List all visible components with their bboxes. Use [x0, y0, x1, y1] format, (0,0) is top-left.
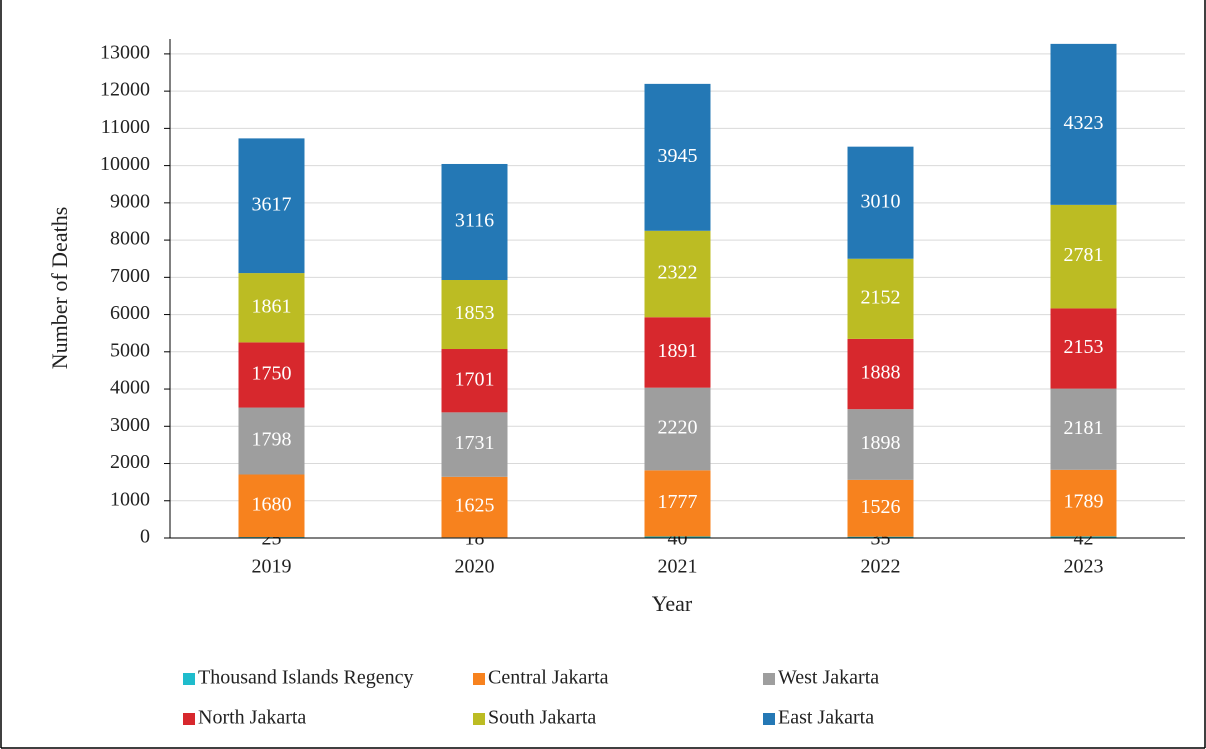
bar-segment — [1050, 204, 1117, 309]
y-tick-label: 12000 — [100, 79, 150, 101]
bar-segment — [847, 409, 914, 480]
data-label: 1853 — [455, 302, 495, 324]
bar-segment — [238, 342, 305, 408]
legend-label: Central Jakarta — [488, 667, 609, 689]
x-tick-label: 2023 — [1064, 556, 1104, 578]
y-tick-label: 3000 — [110, 414, 150, 436]
bar-segment — [847, 536, 914, 538]
bar-segment — [847, 338, 914, 410]
data-label: 1891 — [658, 340, 698, 362]
data-label: 1861 — [252, 295, 292, 317]
data-label: 1888 — [861, 362, 901, 384]
data-label: 1680 — [252, 493, 292, 515]
data-label: 2781 — [1064, 244, 1104, 266]
y-tick-label: 10000 — [100, 153, 150, 175]
bar-segment — [441, 163, 508, 281]
bar-segment — [644, 470, 711, 537]
x-tick-label: 2019 — [252, 556, 292, 578]
y-tick-label: 11000 — [101, 116, 150, 138]
bar-segment — [1050, 388, 1117, 470]
bar-segment — [1050, 43, 1117, 205]
y-tick-label: 2000 — [110, 451, 150, 473]
data-label: 2220 — [658, 417, 698, 439]
data-label: 4323 — [1064, 112, 1104, 134]
bar-segment — [847, 258, 914, 339]
legend-swatch — [473, 673, 485, 685]
bar-segment — [644, 317, 711, 388]
y-tick-label: 8000 — [110, 228, 150, 250]
legend-swatch — [763, 713, 775, 725]
x-tick-label: 2021 — [658, 556, 698, 578]
bar-segment — [238, 138, 305, 274]
data-label: 2152 — [861, 286, 901, 308]
legend-swatch — [183, 713, 195, 725]
data-label: 1526 — [861, 496, 901, 518]
legend-swatch — [473, 713, 485, 725]
bar-segment — [644, 83, 711, 231]
data-label: 3617 — [252, 193, 292, 215]
legend-swatch — [763, 673, 775, 685]
data-label: 2153 — [1064, 336, 1104, 358]
y-tick-label: 0 — [140, 526, 150, 548]
bar-segment — [847, 146, 914, 259]
bar-segment — [441, 412, 508, 477]
bar-segment — [1050, 469, 1117, 537]
y-tick-label: 5000 — [110, 339, 150, 361]
legend-label: Thousand Islands Regency — [198, 667, 414, 689]
bar-segment — [644, 230, 711, 318]
bar-segment — [238, 273, 305, 343]
y-tick-label: 13000 — [100, 41, 150, 63]
bar-segment — [644, 387, 711, 471]
data-label: 2181 — [1064, 417, 1104, 439]
bar-segment — [441, 280, 508, 350]
x-tick-label: 2020 — [455, 556, 495, 578]
data-label: 1777 — [658, 491, 698, 513]
bar-segment — [238, 407, 305, 475]
x-tick-label: 2022 — [861, 556, 901, 578]
bar-segment — [1050, 308, 1117, 389]
x-axis-label: Year — [652, 591, 693, 616]
data-label: 3010 — [861, 190, 901, 212]
data-label: 1625 — [455, 495, 495, 517]
data-label: 1798 — [252, 429, 292, 451]
legend-swatch — [183, 673, 195, 685]
data-label: 1701 — [455, 368, 495, 390]
y-tick-label: 1000 — [110, 488, 150, 510]
data-label: 1750 — [252, 363, 292, 385]
bar-segment — [441, 349, 508, 413]
data-label: 3945 — [658, 145, 698, 167]
legend-label: South Jakarta — [488, 707, 596, 729]
y-tick-label: 6000 — [110, 302, 150, 324]
bar-segment — [644, 536, 711, 538]
bar-segment — [1050, 536, 1117, 538]
y-axis-label: Number of Deaths — [47, 207, 72, 370]
data-label: 1898 — [861, 432, 901, 454]
bar-segment — [238, 474, 305, 538]
data-label: 1789 — [1064, 491, 1104, 513]
y-tick-label: 7000 — [110, 265, 150, 287]
y-tick-label: 9000 — [110, 190, 150, 212]
bar-segment — [847, 479, 914, 537]
legend-label: North Jakarta — [198, 707, 306, 729]
bar-segment — [441, 476, 508, 538]
legend-label: West Jakarta — [778, 667, 879, 689]
y-tick-label: 4000 — [110, 377, 150, 399]
data-label: 2322 — [658, 262, 698, 284]
data-label: 3116 — [455, 210, 494, 232]
legend-label: East Jakarta — [778, 707, 874, 729]
data-label: 1731 — [455, 432, 495, 454]
